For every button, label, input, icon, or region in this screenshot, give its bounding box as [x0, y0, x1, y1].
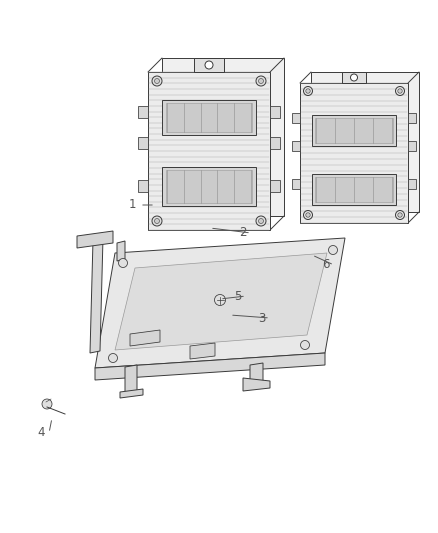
Circle shape: [256, 76, 266, 86]
Circle shape: [152, 216, 162, 226]
Polygon shape: [166, 103, 252, 132]
Polygon shape: [194, 58, 224, 72]
Polygon shape: [77, 231, 113, 248]
Circle shape: [215, 295, 226, 305]
Circle shape: [304, 86, 312, 95]
Polygon shape: [292, 113, 300, 123]
Polygon shape: [311, 72, 419, 212]
Polygon shape: [292, 179, 300, 189]
Circle shape: [258, 78, 264, 84]
Polygon shape: [138, 106, 148, 117]
Polygon shape: [162, 58, 284, 216]
Polygon shape: [162, 100, 256, 135]
Polygon shape: [292, 141, 300, 151]
Polygon shape: [115, 253, 327, 350]
Circle shape: [155, 78, 159, 84]
Circle shape: [258, 219, 264, 223]
Polygon shape: [270, 180, 280, 192]
Polygon shape: [243, 378, 270, 391]
Circle shape: [306, 213, 310, 217]
Polygon shape: [408, 141, 416, 151]
Circle shape: [398, 89, 402, 93]
Polygon shape: [125, 365, 137, 393]
Circle shape: [396, 86, 405, 95]
Circle shape: [256, 216, 266, 226]
Text: 6: 6: [322, 259, 330, 271]
Polygon shape: [138, 137, 148, 149]
Circle shape: [152, 76, 162, 86]
Circle shape: [304, 211, 312, 220]
Circle shape: [119, 259, 127, 268]
Polygon shape: [148, 72, 270, 230]
Polygon shape: [408, 179, 416, 189]
Polygon shape: [250, 363, 263, 385]
Circle shape: [205, 61, 213, 69]
Text: 4: 4: [37, 426, 45, 440]
Circle shape: [155, 219, 159, 223]
Polygon shape: [342, 72, 366, 83]
Circle shape: [396, 211, 405, 220]
Polygon shape: [162, 167, 256, 206]
Polygon shape: [95, 238, 345, 368]
Polygon shape: [95, 353, 325, 380]
Circle shape: [350, 74, 357, 81]
Circle shape: [42, 399, 52, 409]
Polygon shape: [166, 170, 252, 203]
Text: 5: 5: [234, 289, 242, 303]
Polygon shape: [312, 115, 396, 146]
Circle shape: [109, 353, 117, 362]
Polygon shape: [300, 83, 408, 223]
Polygon shape: [408, 113, 416, 123]
Polygon shape: [120, 389, 143, 398]
Polygon shape: [130, 330, 160, 346]
Text: 3: 3: [258, 311, 266, 325]
Polygon shape: [315, 118, 393, 143]
Circle shape: [306, 89, 310, 93]
Polygon shape: [190, 343, 215, 359]
Polygon shape: [270, 137, 280, 149]
Circle shape: [300, 341, 310, 350]
Polygon shape: [312, 174, 396, 205]
Polygon shape: [117, 241, 125, 261]
Polygon shape: [270, 106, 280, 117]
Polygon shape: [90, 238, 103, 353]
Circle shape: [328, 246, 338, 254]
Text: 1: 1: [128, 198, 136, 212]
Polygon shape: [138, 180, 148, 192]
Polygon shape: [315, 177, 393, 202]
Text: 2: 2: [239, 227, 247, 239]
Circle shape: [398, 213, 402, 217]
